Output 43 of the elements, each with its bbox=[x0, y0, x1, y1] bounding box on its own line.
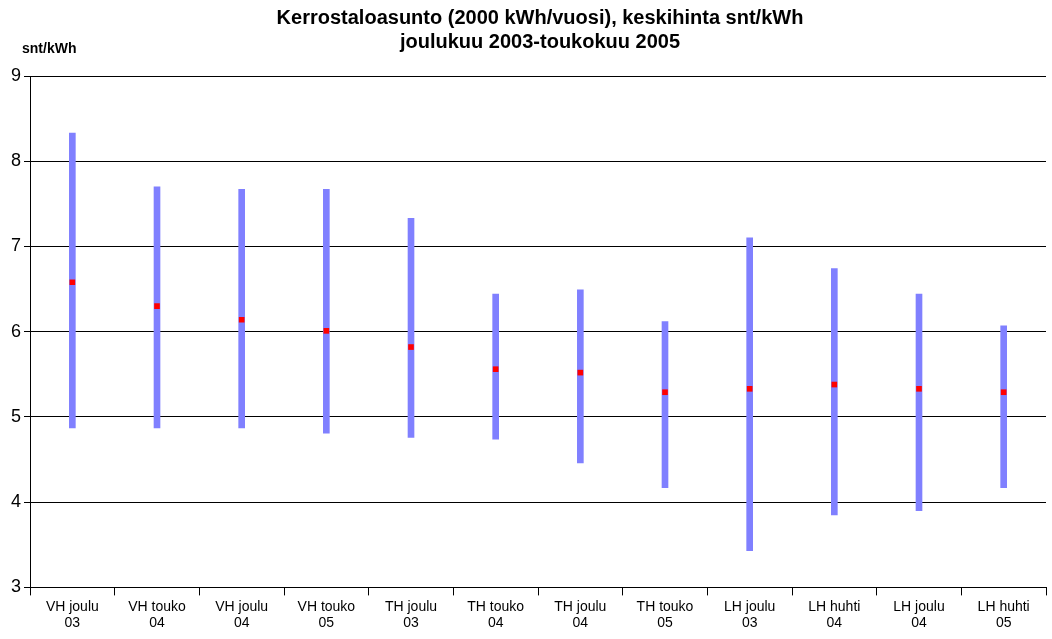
y-tick-label: 7 bbox=[11, 235, 22, 256]
bar bbox=[746, 237, 753, 552]
y-axis-title: snt/kWh bbox=[22, 39, 77, 56]
point bbox=[916, 385, 922, 392]
x-tick-label: VH touko 05 bbox=[297, 597, 356, 631]
y-tick-label: 9 bbox=[11, 64, 22, 85]
bar bbox=[69, 132, 76, 429]
x-tick-label: VH touko 04 bbox=[128, 597, 187, 631]
x-tick-label: LH huhti 04 bbox=[808, 597, 861, 631]
point bbox=[238, 316, 245, 323]
point bbox=[1000, 389, 1007, 396]
x-tick-label: LH joulu 04 bbox=[893, 597, 945, 631]
x-tick-label: VH joulu 03 bbox=[45, 597, 99, 631]
point bbox=[746, 385, 753, 392]
x-tick-label: LH huhti 05 bbox=[977, 597, 1030, 631]
point bbox=[69, 279, 76, 286]
bar bbox=[492, 293, 499, 440]
x-tick-label: TH joulu 04 bbox=[554, 597, 607, 631]
point bbox=[662, 389, 668, 396]
bar bbox=[577, 289, 584, 464]
bar bbox=[915, 293, 923, 512]
chart-title: Kerrostaloasunto (2000 kWh/vuosi), keskihinta snt/kWh joulukuu 2003-toukokuu 2005 bbox=[276, 5, 804, 52]
x-tick-label: VH joulu 04 bbox=[215, 597, 269, 631]
bar bbox=[407, 218, 415, 438]
y-tick-label: 6 bbox=[11, 320, 22, 341]
x-tick-label: LH joulu 03 bbox=[723, 597, 776, 631]
point bbox=[492, 366, 499, 373]
bar bbox=[153, 186, 161, 429]
y-tick-label: 4 bbox=[11, 491, 22, 512]
x-tick-label: TH touko 05 bbox=[636, 597, 694, 631]
x-tick-label: TH joulu 03 bbox=[384, 597, 438, 631]
y-tick-label: 3 bbox=[11, 576, 22, 597]
point bbox=[323, 328, 330, 334]
y-tick-label: 5 bbox=[11, 405, 22, 426]
bar bbox=[1000, 325, 1007, 489]
bar bbox=[831, 268, 838, 516]
x-tick-label: TH touko 04 bbox=[467, 597, 525, 631]
point bbox=[408, 344, 414, 350]
y-tick-label: 8 bbox=[11, 150, 22, 171]
point bbox=[154, 303, 160, 309]
bar bbox=[323, 189, 330, 434]
bar bbox=[238, 189, 246, 429]
bar bbox=[661, 321, 669, 489]
